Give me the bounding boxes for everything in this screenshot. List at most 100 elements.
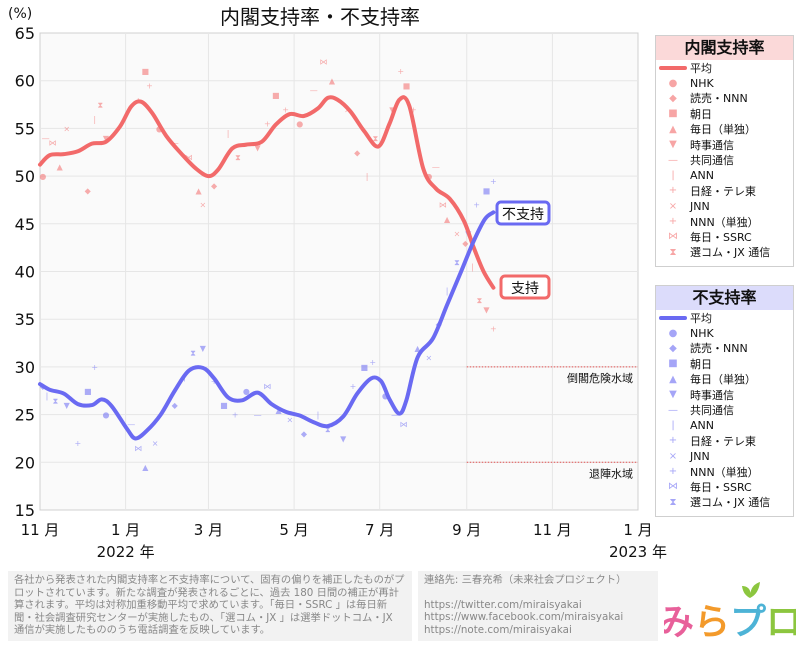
poll-point: ◆	[172, 401, 179, 410]
legend-item-label: 時事通信	[690, 138, 734, 152]
y-tick-label: 25	[15, 406, 35, 425]
poll-point: ⋈	[320, 58, 328, 67]
legend-disapproval: 不支持率 平均 ● NHK ◆ 読売・NNN ■ 朝日 ▲ 毎日（単独） ▼ 時事通信 — 共同通信 | A…	[655, 285, 794, 517]
poll-point: +	[490, 177, 497, 186]
legend-item-label: NNN（単独）	[690, 215, 759, 229]
legend-item: ⋈ 毎日・SSRC	[656, 479, 793, 494]
x-axis: 11 月 1 月 3 月 5 月 7 月 9 月 11 月 1 月 2022 年 2023 年	[21, 521, 667, 561]
poll-point: —	[391, 411, 399, 420]
legend-item-label: 時事通信	[690, 388, 734, 402]
footnote: 各社から発表された内閣支持率と不支持率について、固有の偏りを補正したものがプロッ…	[8, 571, 412, 641]
poll-point: ◆	[85, 186, 92, 195]
legend-item: + NNN（単独）	[656, 464, 793, 479]
poll-point: —	[171, 139, 179, 148]
legend-item: — 共同通信	[656, 402, 793, 417]
logo-letter: み	[664, 602, 694, 643]
poll-point: ⋈	[134, 444, 142, 453]
poll-point: ⋈	[439, 201, 447, 210]
poll-point: ×	[63, 124, 70, 133]
poll-point: ◆	[301, 430, 308, 439]
poll-point: ×	[454, 229, 461, 238]
poll-point: ×	[287, 415, 294, 424]
x-tick-label: 9 月	[452, 521, 481, 539]
poll-point: |	[366, 172, 369, 181]
legend-support-title: 内閣支持率	[656, 36, 793, 60]
legend-item: ⧗ 選コム・JX 通信	[656, 495, 793, 510]
legend-item-label: 選コム・JX 通信	[690, 246, 771, 260]
legend-item-label: 平均	[690, 311, 712, 325]
poll-point: ⧗	[454, 258, 460, 267]
poll-point: +	[490, 325, 497, 334]
end-label-support-text: 支持	[511, 281, 539, 297]
y-tick-label: 15	[15, 501, 35, 520]
legend-item-label: 朝日	[690, 107, 712, 121]
legend-support: 内閣支持率 平均 ● NHK ◆ 読売・NNN ■ 朝日 ▲ 毎日（単独） ▼ 時事通信 — 共同通信 |…	[655, 35, 794, 267]
legend-item: ● NHK	[656, 325, 793, 340]
y-tick-label: 60	[15, 72, 35, 91]
legend-marker-icon: +	[668, 216, 678, 228]
poll-point: +	[410, 105, 417, 114]
legend-marker-icon: ●	[668, 327, 678, 339]
poll-point: ■	[360, 363, 368, 372]
legend-item: ● NHK	[656, 75, 793, 90]
x-tick-label: 11 月	[21, 521, 60, 539]
contact-link-note[interactable]: https://note.com/miraisyakai	[424, 623, 572, 636]
legend-item-label: ANN	[690, 168, 714, 182]
poll-point: ▼	[255, 143, 262, 152]
poll-point: +	[397, 67, 404, 76]
y-tick-label: 20	[15, 453, 35, 472]
x-tick-label: 7 月	[365, 521, 394, 539]
poll-point: ■	[142, 67, 150, 76]
poll-point: +	[282, 105, 289, 114]
legend-item-label: NNN（単独）	[690, 465, 759, 479]
poll-point: ●	[243, 387, 250, 396]
poll-point: ▲	[57, 163, 64, 172]
contact-link-facebook[interactable]: https://www.facebook.com/miraisyakai	[424, 611, 624, 624]
legend-item-label: JNN	[690, 449, 710, 463]
poll-point: ▼	[200, 344, 207, 353]
legend-item: 平均	[656, 60, 793, 75]
poll-point: +	[473, 201, 480, 210]
x-tick-label: 3 月	[194, 521, 223, 539]
poll-point: ⋈	[263, 382, 271, 391]
legend-item: — 共同通信	[656, 152, 793, 167]
poll-point: ●	[156, 124, 163, 133]
x-tick-label: 1 月	[623, 521, 652, 539]
contact-title: 連絡先: 三春充希（未来社会プロジェクト）	[424, 574, 627, 586]
y-tick-label: 45	[15, 215, 35, 234]
x-tick-label: 11 月	[533, 521, 572, 539]
legend-item: ▼ 時事通信	[656, 387, 793, 402]
end-label-disapproval: 不支持	[495, 200, 551, 226]
legend-item-label: 日経・テレ東	[690, 434, 756, 448]
poll-point: ■	[220, 401, 228, 410]
threshold-label: 退陣水域	[589, 467, 633, 480]
legend-marker-icon: ■	[668, 358, 678, 370]
legend-item-label: 毎日（単独）	[690, 373, 756, 387]
y-tick-label: 30	[15, 358, 35, 377]
poll-point: ⧗	[373, 134, 379, 143]
poll-point: +	[369, 358, 376, 367]
legend-marker-icon: ⧗	[669, 496, 677, 508]
legend-item: ▲ 毎日（単独）	[656, 122, 793, 137]
legend-marker-icon: ●	[668, 77, 678, 89]
average-lines	[38, 95, 496, 441]
poll-point: —	[42, 134, 50, 143]
legend-item-label: NHK	[690, 326, 714, 340]
poll-point: —	[254, 411, 262, 420]
y-tick-label: 35	[15, 310, 35, 329]
poll-point: ▲	[415, 344, 422, 353]
y-tick-label: 40	[15, 263, 35, 282]
legend-item: ⋈ 毎日・SSRC	[656, 229, 793, 244]
legend-item-label: NHK	[690, 76, 714, 90]
legend-item: + 日経・テレ東	[656, 183, 793, 198]
poll-point: |	[317, 411, 320, 420]
legend-item: ▼ 時事通信	[656, 137, 793, 152]
legend-item-label: 選コム・JX 通信	[690, 496, 771, 510]
poll-point: ●	[102, 411, 109, 420]
poll-point: ×	[199, 201, 206, 210]
y-tick-label: 55	[15, 119, 35, 138]
poll-point: +	[350, 382, 357, 391]
contact-link-twitter[interactable]: https://twitter.com/miraisyakai	[424, 598, 582, 611]
legend-item-label: 共同通信	[690, 154, 734, 168]
legend-item-label: 読売・NNN	[690, 342, 748, 356]
